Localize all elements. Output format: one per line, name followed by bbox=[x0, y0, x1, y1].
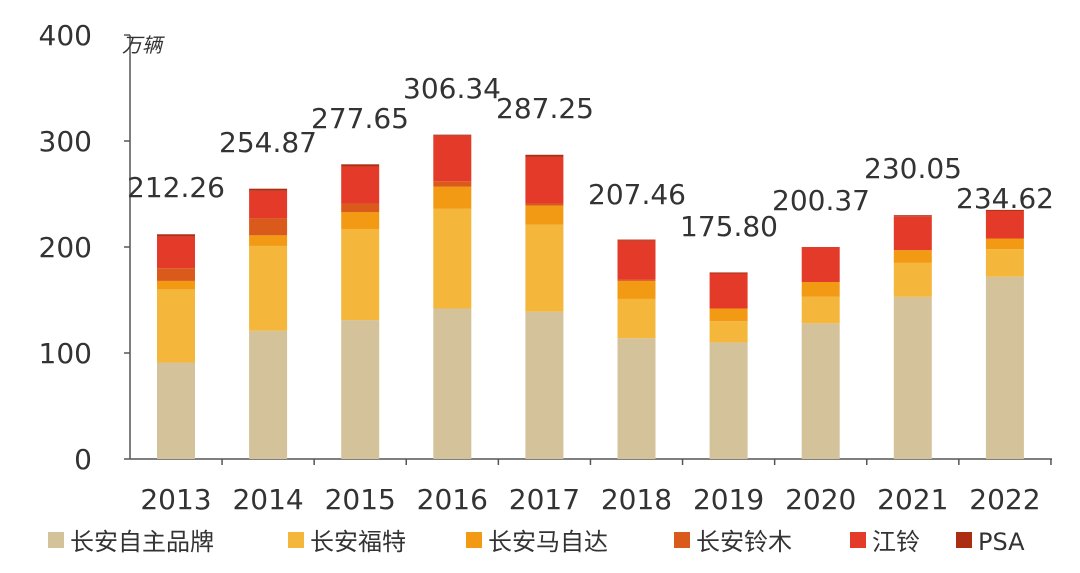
bar-segment bbox=[433, 135, 472, 182]
bar-segment bbox=[341, 166, 380, 204]
bar-segment bbox=[433, 134, 472, 136]
legend-label: 江铃 bbox=[872, 528, 920, 556]
y-axis-unit-label: 万辆 bbox=[122, 33, 165, 57]
y-tick-label: 200 bbox=[39, 231, 92, 264]
bar-segment bbox=[801, 296, 840, 324]
bar-segment bbox=[433, 186, 472, 209]
bar-segment bbox=[341, 228, 380, 321]
bar-segment bbox=[249, 188, 288, 191]
bar-segment bbox=[249, 330, 288, 459]
bar-segment bbox=[985, 238, 1024, 250]
axes: 0 100 200 300 400 万辆 2013 2014 2015 2016 2017 2018 2… bbox=[39, 19, 1052, 516]
bar-segment bbox=[341, 212, 380, 229]
y-tick-label: 100 bbox=[39, 337, 92, 370]
bar-segment bbox=[249, 190, 288, 219]
total-value-label: 234.62 bbox=[956, 182, 1054, 215]
bar-segment bbox=[341, 164, 380, 167]
y-tick-label: 400 bbox=[39, 19, 92, 52]
bar-segment bbox=[525, 154, 564, 157]
bar-segment bbox=[249, 218, 288, 236]
legend-label: 长安马自达 bbox=[488, 528, 608, 556]
bar-segment bbox=[801, 323, 840, 459]
x-tick-label: 2020 bbox=[785, 483, 856, 516]
x-tick-label: 2019 bbox=[693, 483, 764, 516]
legend-label: 长安铃木 bbox=[696, 528, 792, 556]
total-value-label: 230.05 bbox=[864, 152, 962, 185]
total-value-label: 306.34 bbox=[403, 72, 501, 105]
bar-segment bbox=[985, 249, 1024, 277]
bar-segment bbox=[341, 320, 380, 459]
bar-segment bbox=[985, 209, 1024, 211]
bar-segment bbox=[617, 279, 656, 281]
x-tick-label: 2014 bbox=[232, 483, 303, 516]
bar-segment bbox=[893, 262, 932, 297]
bar-segment bbox=[157, 362, 195, 459]
bar-segment bbox=[893, 250, 932, 263]
bar-segment bbox=[341, 203, 380, 213]
legend-swatch bbox=[288, 532, 304, 548]
bar-segment bbox=[433, 308, 472, 459]
x-tick-label: 2015 bbox=[325, 483, 396, 516]
legend-label: PSA bbox=[978, 528, 1025, 556]
bar-segment bbox=[985, 276, 1024, 459]
x-tick-label: 2016 bbox=[417, 483, 488, 516]
bar-segment bbox=[433, 208, 472, 309]
legend-swatch bbox=[466, 532, 482, 548]
bar-segment bbox=[617, 280, 656, 299]
bar-segment bbox=[709, 321, 748, 343]
bar-segment bbox=[617, 239, 656, 241]
total-value-label: 287.25 bbox=[496, 92, 594, 125]
bar-segment bbox=[617, 240, 656, 280]
total-value-label: 277.65 bbox=[311, 102, 409, 135]
bar-segment bbox=[157, 236, 195, 269]
total-value-label: 200.37 bbox=[772, 184, 870, 217]
bar-segment bbox=[893, 215, 932, 217]
legend-swatch bbox=[850, 532, 866, 548]
y-tick-label: 0 bbox=[74, 443, 92, 476]
bar-segment bbox=[525, 156, 564, 204]
bar-segment bbox=[801, 281, 840, 297]
total-value-label: 212.26 bbox=[127, 171, 225, 204]
legend: 长安自主品牌 长安福特 长安马自达 长安铃木 江铃 PSA bbox=[48, 528, 1025, 556]
bar-segment bbox=[525, 205, 564, 225]
bar-segment bbox=[709, 308, 748, 322]
bar-segment bbox=[893, 296, 932, 459]
bar-segment bbox=[249, 235, 288, 246]
total-value-label: 254.87 bbox=[219, 126, 317, 159]
x-tick-label: 2021 bbox=[877, 483, 948, 516]
total-value-label: 175.80 bbox=[680, 210, 778, 243]
bar-segment bbox=[893, 216, 932, 251]
x-tick-label: 2017 bbox=[509, 483, 580, 516]
bar-segment bbox=[525, 311, 564, 459]
legend-swatch bbox=[674, 532, 690, 548]
bar-segment bbox=[709, 273, 748, 309]
bar-segment bbox=[617, 298, 656, 339]
bar-segment bbox=[617, 338, 656, 459]
bar-segment bbox=[157, 234, 195, 237]
bar-segment bbox=[985, 210, 1024, 239]
bar-segment bbox=[157, 289, 195, 363]
legend-swatch bbox=[48, 532, 64, 548]
y-tick-label: 300 bbox=[39, 125, 92, 158]
x-tick-label: 2013 bbox=[140, 483, 211, 516]
x-tick-label: 2022 bbox=[969, 483, 1040, 516]
bar-segment bbox=[525, 203, 564, 206]
bar-segment bbox=[525, 224, 564, 312]
bar-segment bbox=[709, 342, 748, 459]
x-tick-label: 2018 bbox=[601, 483, 672, 516]
bars bbox=[157, 134, 1024, 459]
total-value-label: 207.46 bbox=[588, 178, 686, 211]
bar-segment bbox=[709, 272, 748, 274]
bar-segment bbox=[157, 280, 195, 290]
bar-segment bbox=[433, 181, 472, 187]
bar-segment bbox=[801, 247, 840, 282]
legend-label: 长安自主品牌 bbox=[70, 528, 214, 556]
legend-swatch bbox=[956, 532, 972, 548]
bar-segment bbox=[249, 245, 288, 331]
legend-label: 长安福特 bbox=[310, 528, 406, 556]
bar-segment bbox=[157, 268, 195, 281]
